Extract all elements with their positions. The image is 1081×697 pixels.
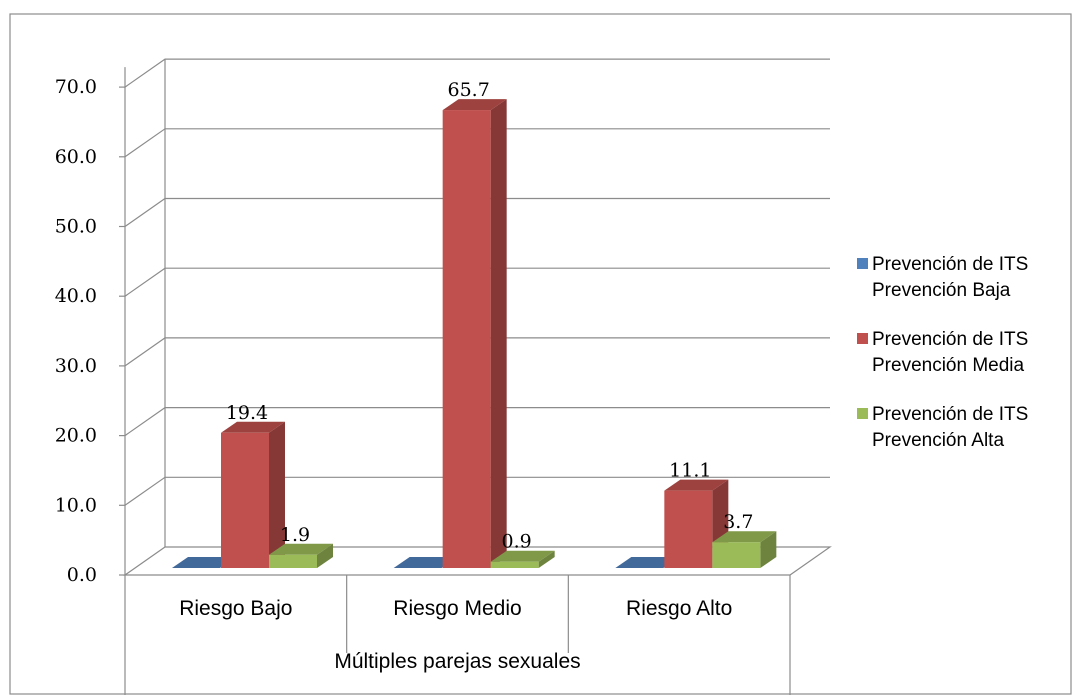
category-label: Riesgo Alto	[626, 597, 732, 620]
x-axis-title: Múltiples parejas sexuales	[334, 650, 580, 673]
bar-side	[491, 99, 507, 568]
legend-label: Prevención Baja	[872, 280, 1011, 301]
data-label: 19.4	[226, 402, 268, 424]
legend-swatch	[857, 408, 868, 419]
y-tick-label: 30.0	[55, 355, 97, 377]
y-tick-label: 60.0	[55, 146, 97, 168]
bar-front	[664, 491, 712, 568]
bar	[712, 531, 776, 568]
category-label: Riesgo Medio	[393, 597, 521, 620]
legend-label: Prevención Alta	[872, 430, 1004, 451]
legend-label: Prevención Media	[872, 355, 1025, 376]
legend-swatch	[857, 333, 868, 344]
y-tick-label: 20.0	[55, 425, 97, 447]
data-label: 3.7	[723, 511, 753, 533]
legend-swatch	[857, 258, 868, 269]
category-label: Riesgo Bajo	[179, 597, 292, 620]
chart-border	[10, 14, 1071, 694]
bar-front	[712, 542, 760, 568]
y-tick-label: 0.0	[67, 564, 97, 586]
data-label: 11.1	[669, 460, 711, 482]
legend-label: Prevención de ITS	[872, 254, 1028, 275]
bar	[221, 422, 285, 568]
bar-front	[491, 562, 539, 568]
y-tick-label: 70.0	[55, 76, 97, 98]
data-label: 1.9	[280, 524, 310, 546]
legend-label: Prevención de ITS	[872, 404, 1028, 425]
bar	[443, 99, 507, 568]
data-label: 65.7	[448, 79, 490, 101]
y-tick-label: 10.0	[55, 494, 97, 516]
y-tick-label: 40.0	[55, 285, 97, 307]
legend-label: Prevención de ITS	[872, 329, 1028, 350]
bar-front	[443, 110, 491, 568]
bar-front	[269, 555, 317, 568]
bar-front	[221, 433, 269, 568]
data-label: 0.9	[502, 531, 532, 553]
y-tick-label: 50.0	[55, 216, 97, 238]
